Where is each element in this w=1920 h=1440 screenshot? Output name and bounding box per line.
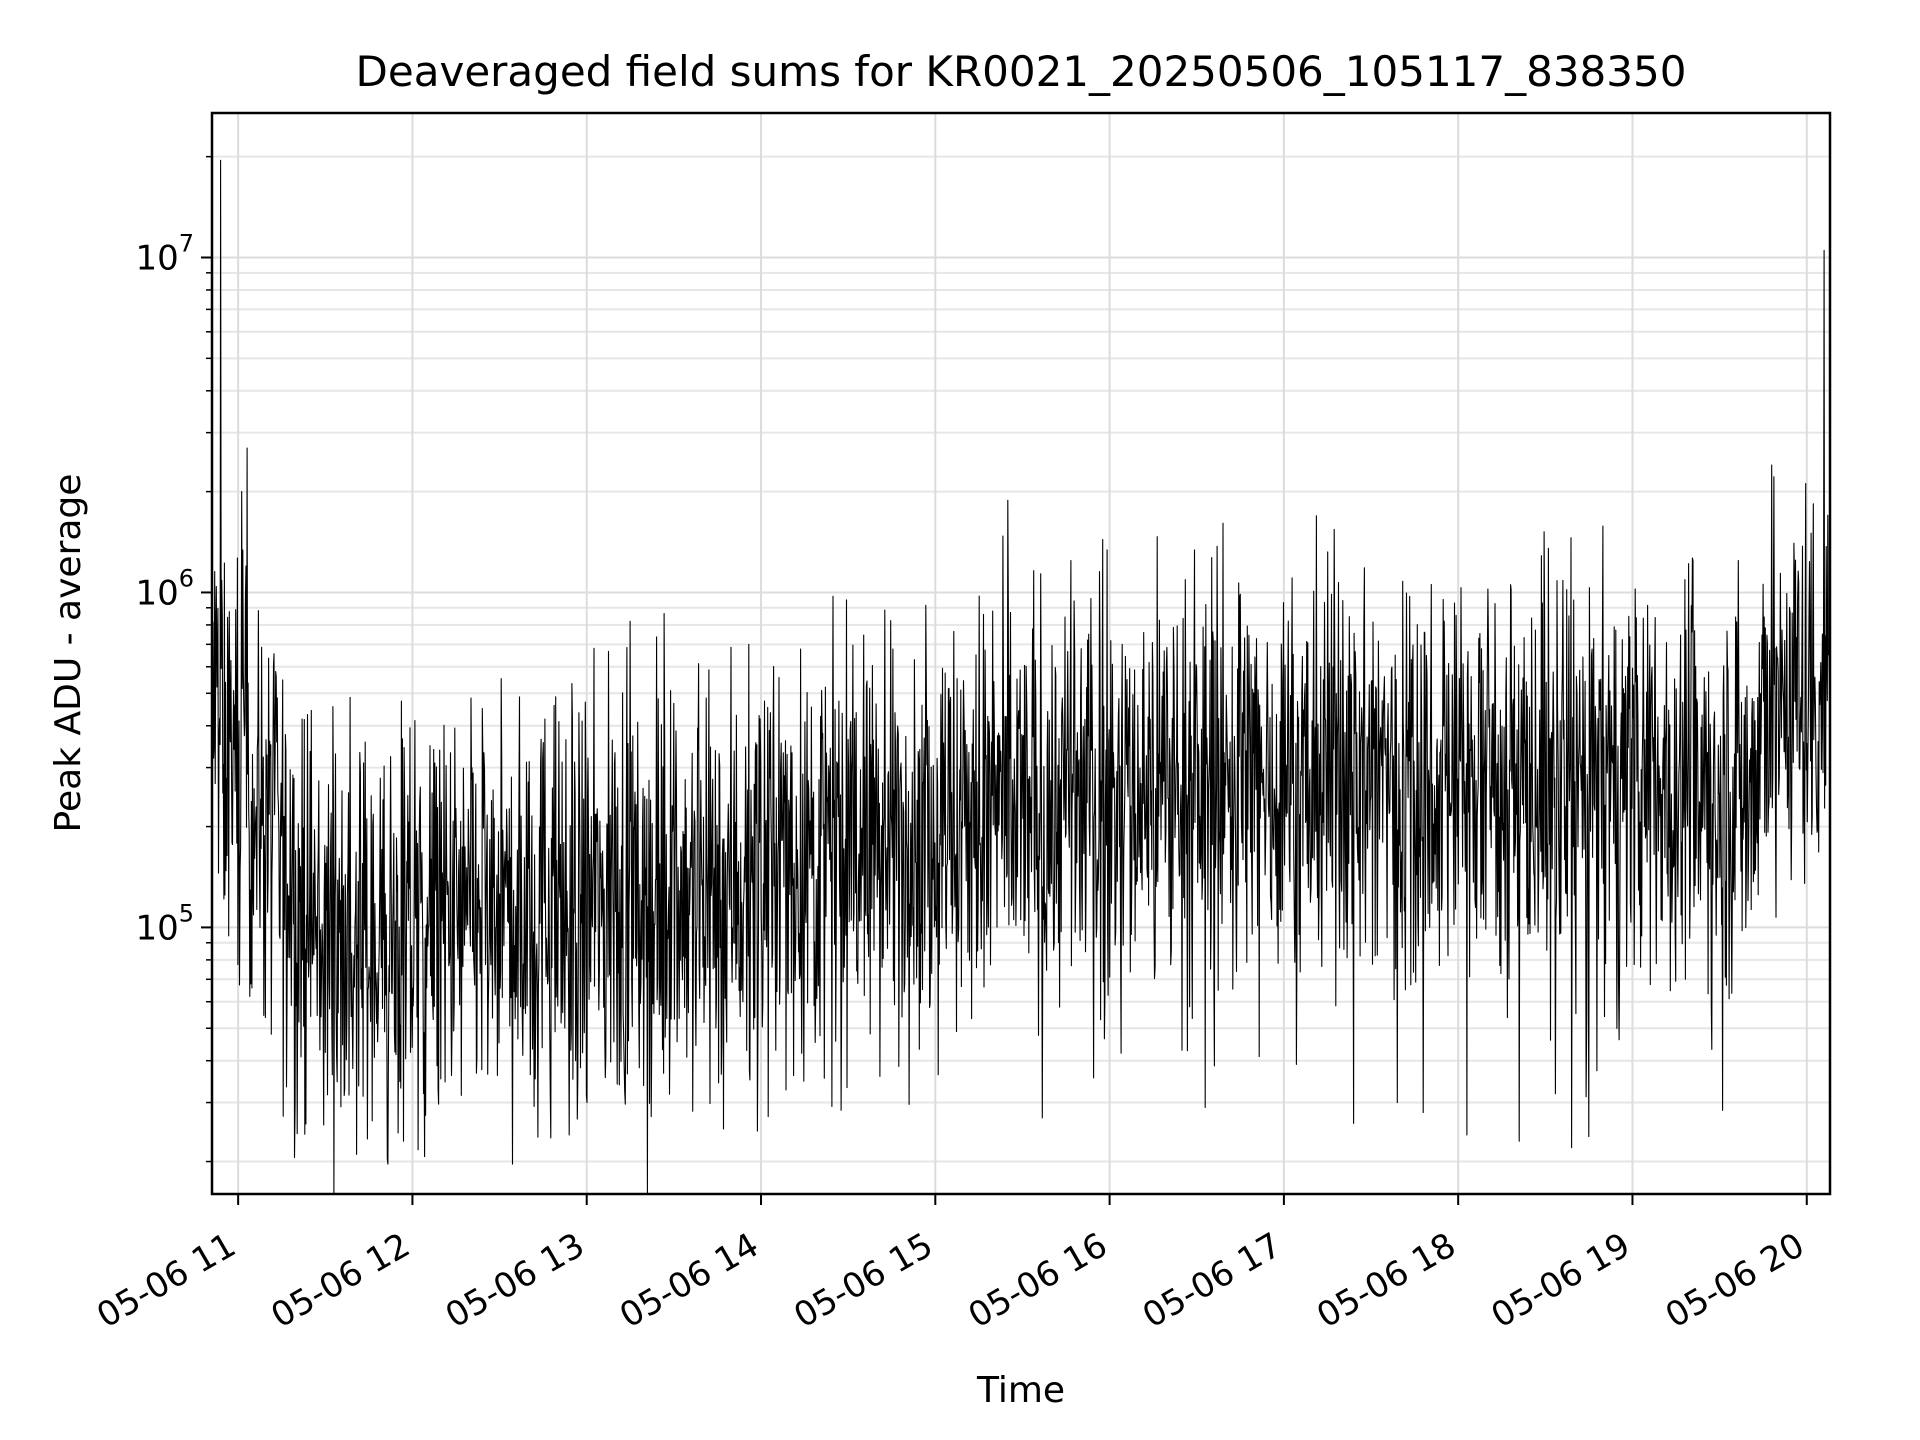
x-axis-label: Time <box>976 1370 1065 1411</box>
chart-title: Deaveraged field sums for KR0021_2025050… <box>356 47 1687 96</box>
y-axis-label: Peak ADU - average <box>48 474 89 833</box>
y-tick-label: 106 <box>135 564 194 613</box>
series-line <box>211 159 1831 1195</box>
plot-frame <box>210 111 1832 1196</box>
series-path <box>211 159 1831 1195</box>
